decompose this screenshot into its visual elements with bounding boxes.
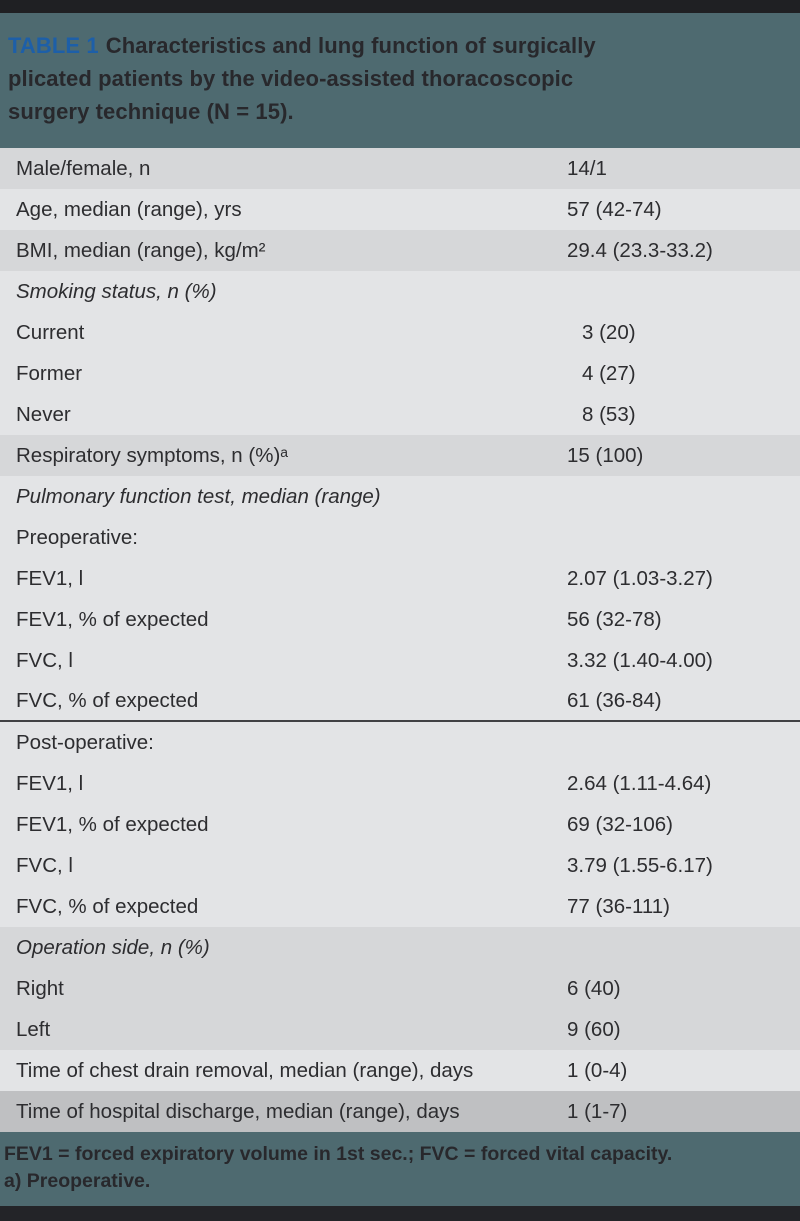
row-label: Post-operative: — [16, 730, 154, 754]
table-row: Operation side, n (%) — [0, 927, 800, 968]
row-value: 1 (1-7) — [567, 1099, 628, 1123]
row-value: 2.07 (1.03-3.27) — [567, 566, 713, 590]
table-row: BMI, median (range), kg/m² 29.4 (23.3-33.… — [0, 230, 800, 271]
row-value: 3.79 (1.55-6.17) — [567, 853, 713, 877]
title-line-2: plicated patients by the video-assisted … — [8, 66, 574, 91]
table-row: Respiratory symptoms, n (%)ᵃ 15 (100) — [0, 435, 800, 476]
row-value: 61 (36-84) — [567, 688, 662, 712]
table-row: FEV1, % of expected 56 (32-78) — [0, 599, 800, 640]
row-value: 6 (40) — [567, 976, 621, 1000]
footnote-a: a) Preoperative. — [4, 1170, 151, 1192]
row-label: Current — [16, 320, 85, 344]
row-label: Former — [16, 361, 83, 385]
row-label: FEV1, l — [16, 771, 84, 795]
table-row: Current 3 (20) — [0, 312, 800, 353]
table-row: Male/female, n 14/1 — [0, 148, 800, 189]
row-label: Right — [16, 976, 64, 1000]
title-text-1: Characteristics and lung function of sur… — [105, 33, 596, 58]
table-row: FVC, % of expected 77 (36-111) — [0, 886, 800, 927]
row-value: 9 (60) — [567, 1017, 621, 1041]
row-label: FEV1, % of expected — [16, 812, 209, 836]
row-value: 2.64 (1.11-4.64) — [567, 771, 712, 795]
table-row: Preoperative: — [0, 517, 800, 558]
row-value: 3 (20) — [582, 320, 636, 344]
row-label: Time of hospital discharge, median (rang… — [16, 1099, 460, 1123]
row-label: FEV1, % of expected — [16, 607, 209, 631]
table-footnotes: FEV1 = forced expiratory volume in 1st s… — [0, 1132, 800, 1204]
top-border-bar — [0, 0, 800, 13]
row-value: 56 (32-78) — [567, 607, 662, 631]
row-label: Preoperative: — [16, 525, 138, 549]
row-label: Pulmonary function test, median (range) — [16, 484, 381, 508]
table-row: Post-operative: — [0, 722, 800, 763]
row-value: 3.32 (1.40-4.00) — [567, 648, 713, 672]
row-value: 15 (100) — [567, 443, 644, 467]
table-number-label: TABLE 1 — [8, 33, 99, 58]
table-row: Left 9 (60) — [0, 1009, 800, 1050]
row-label: FEV1, l — [16, 566, 84, 590]
table-row: Former 4 (27) — [0, 353, 800, 394]
row-label: Left — [16, 1017, 51, 1041]
table-row: FVC, l 3.79 (1.55-6.17) — [0, 845, 800, 886]
table-row: FVC, l 3.32 (1.40-4.00) — [0, 640, 800, 681]
row-label: Smoking status, n (%) — [16, 279, 217, 303]
row-value: 77 (36-111) — [567, 894, 670, 918]
row-value: 29.4 (23.3-33.2) — [567, 238, 713, 262]
row-label: BMI, median (range), kg/m² — [16, 238, 266, 262]
row-value: 57 (42-74) — [567, 197, 662, 221]
row-value: 8 (53) — [582, 402, 636, 426]
table-row: Pulmonary function test, median (range) — [0, 476, 800, 517]
table-row: Time of hospital discharge, median (rang… — [0, 1091, 800, 1132]
row-label: Age, median (range), yrs — [16, 197, 242, 221]
table-row: Smoking status, n (%) — [0, 271, 800, 312]
characteristics-table: Male/female, n 14/1 Age, median (range), y… — [0, 148, 800, 1132]
row-label: Operation side, n (%) — [16, 935, 210, 959]
table-row: Right 6 (40) — [0, 968, 800, 1009]
table-row: FEV1, l 2.07 (1.03-3.27) — [0, 558, 800, 599]
bottom-border-bar — [0, 1206, 800, 1221]
row-value: 14/1 — [567, 156, 607, 180]
title-line-1: TABLE 1 Characteristics and lung function… — [8, 29, 718, 62]
table-row: FEV1, % of expected 69 (32-106) — [0, 804, 800, 845]
table-row: FEV1, l 2.64 (1.11-4.64) — [0, 763, 800, 804]
title-line-3: surgery technique (N = 15). — [8, 99, 294, 124]
row-label: FVC, l — [16, 853, 73, 877]
table-row: Time of chest drain removal, median (ran… — [0, 1050, 800, 1091]
row-value: 1 (0-4) — [567, 1058, 628, 1082]
row-value: 69 (32-106) — [567, 812, 673, 836]
table-title-block: TABLE 1 Characteristics and lung function… — [0, 13, 800, 148]
row-label: Time of chest drain removal, median (ran… — [16, 1058, 474, 1082]
row-label: FVC, % of expected — [16, 894, 199, 918]
footnote-abbreviations: FEV1 = forced expiratory volume in 1st s… — [4, 1143, 673, 1165]
table-row: FVC, % of expected 61 (36-84) — [0, 681, 800, 722]
row-label: Male/female, n — [16, 156, 151, 180]
table-row: Never 8 (53) — [0, 394, 800, 435]
row-label: Never — [16, 402, 71, 426]
row-label: Respiratory symptoms, n (%)ᵃ — [16, 443, 288, 467]
row-label: FVC, % of expected — [16, 688, 199, 712]
row-label: FVC, l — [16, 648, 73, 672]
table-row: Age, median (range), yrs 57 (42-74) — [0, 189, 800, 230]
row-value: 4 (27) — [582, 361, 636, 385]
